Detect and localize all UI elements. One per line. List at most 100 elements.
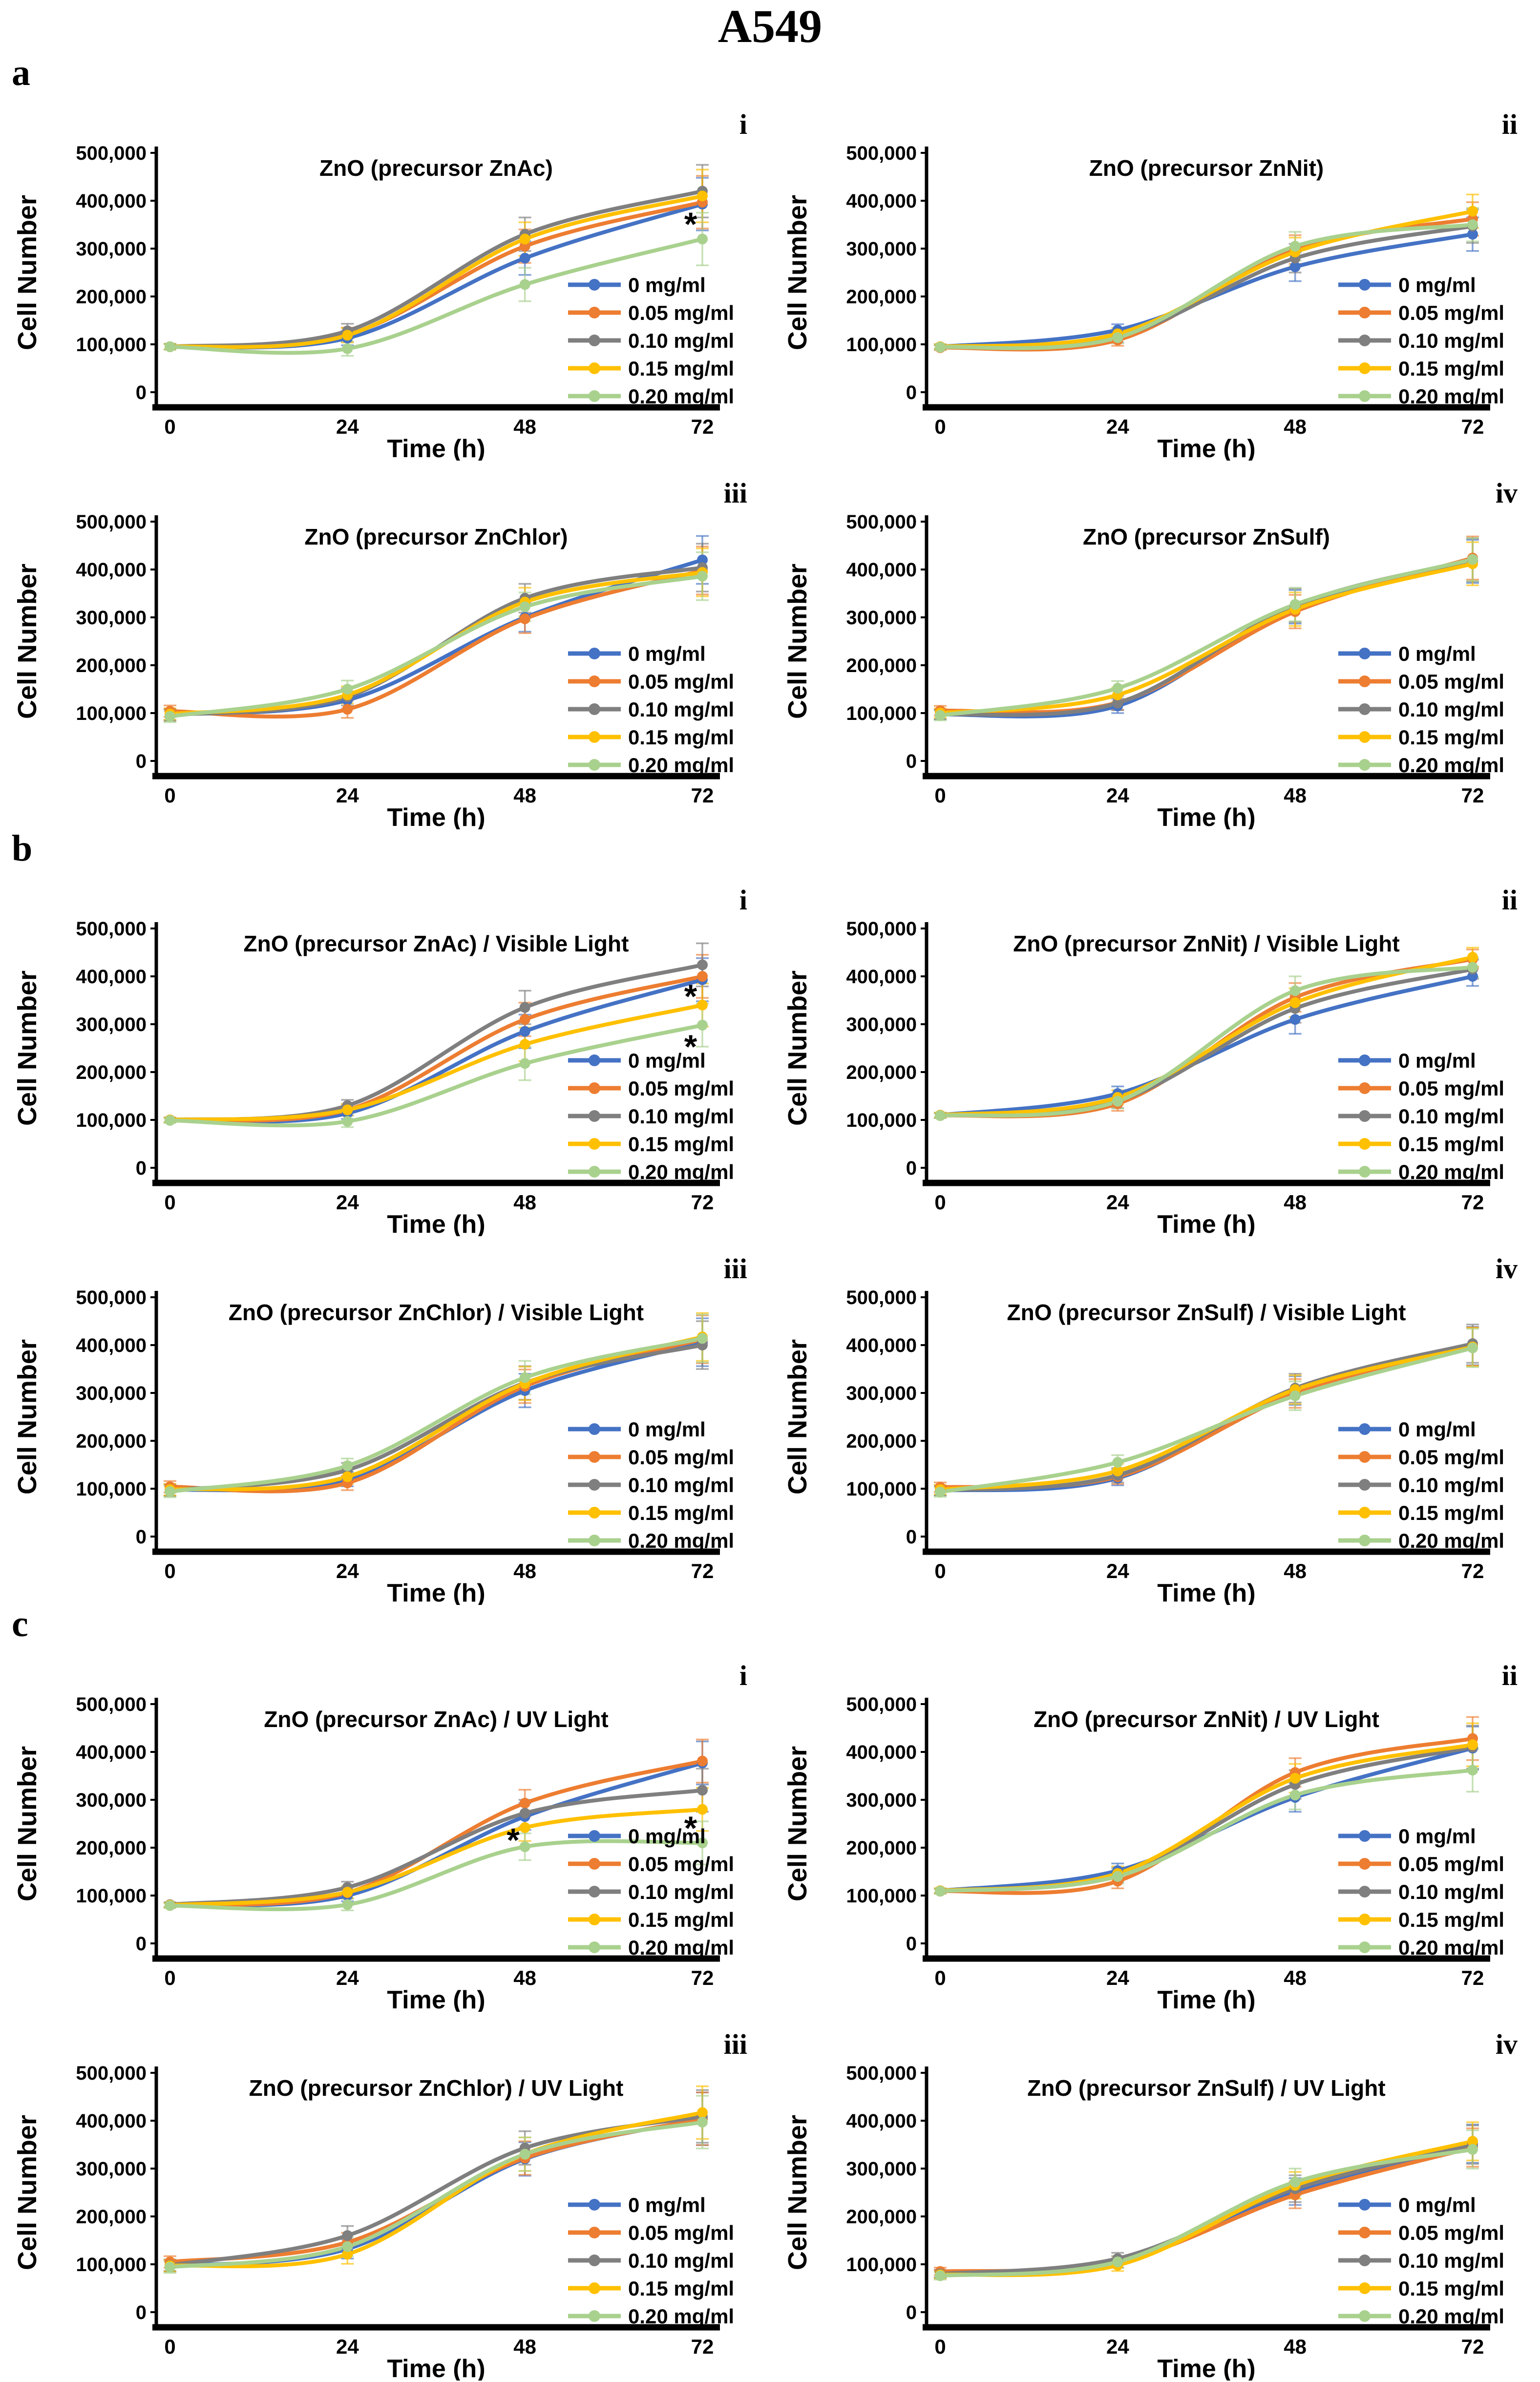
panel-chart-a-ii: ii 0 100,000 200,000 300,000 400,000 500,000 0 2… <box>783 108 1518 461</box>
x-tick-label: 72 <box>691 2335 714 2358</box>
legend-label: 0.20 mg/ml <box>1398 2305 1504 2328</box>
y-tick-label: 300,000 <box>76 2158 147 2180</box>
legend-marker <box>1358 307 1371 318</box>
data-point <box>1112 1871 1123 1882</box>
series-line-2 <box>168 189 704 349</box>
y-tick-label: 500,000 <box>846 918 917 940</box>
legend-marker <box>1358 2199 1371 2211</box>
data-point <box>1467 554 1478 565</box>
y-tick-label: 100,000 <box>846 334 917 356</box>
panel-chart-c-i: i 0 100,000 200,000 300,000 400,000 500,000 0 24… <box>13 1660 747 2012</box>
panel-numeral: ii <box>1501 1660 1517 1691</box>
y-tick-label: 500,000 <box>846 511 917 533</box>
y-axis-title: Cell Number <box>13 970 42 1126</box>
panel-numeral: iii <box>724 2028 747 2060</box>
panel-c-iii: iii 0 100,000 200,000 300,000 400,000 500,000 0… <box>0 2012 770 2381</box>
x-tick-label: 24 <box>336 2335 359 2358</box>
error-bars <box>933 2121 1479 2281</box>
x-tick-label: 48 <box>1284 784 1307 807</box>
data-point <box>1467 1765 1478 1776</box>
panel-c-iv: iv 0 100,000 200,000 300,000 400,000 500,000 0 2… <box>770 2012 1540 2381</box>
legend-marker <box>1358 1423 1371 1435</box>
y-tick-label: 300,000 <box>846 1014 917 1035</box>
y-tick-label: 400,000 <box>846 190 917 212</box>
y-tick-label: 200,000 <box>846 286 917 308</box>
y-tick-label: 400,000 <box>76 1335 147 1356</box>
y-tick-label: 300,000 <box>76 1014 147 1035</box>
y-tick-label: 0 <box>906 2302 916 2323</box>
x-tick-label: 48 <box>1284 1560 1307 1582</box>
series-line-2 <box>938 224 1475 349</box>
legend-label: 0.10 mg/ml <box>628 1105 734 1128</box>
legend-marker <box>1358 1535 1371 1546</box>
data-point <box>1289 261 1301 273</box>
data-point <box>519 1058 530 1069</box>
error-bars <box>164 2085 709 2274</box>
x-tick-label: 72 <box>691 1560 714 1582</box>
panel-c-ii: ii 0 100,000 200,000 300,000 400,000 500,000 0 2… <box>770 1643 1540 2012</box>
legend-label: 0.15 mg/ml <box>628 726 734 749</box>
data-point <box>1289 1790 1301 1801</box>
data-point <box>1467 1342 1478 1353</box>
y-tick-label: 200,000 <box>846 1837 917 1859</box>
panel-numeral: iv <box>1495 1253 1517 1285</box>
legend: 0 mg/ml 0.05 mg/ml 0.10 mg/ml 0.15 mg/ml 0.2… <box>1338 1418 1504 1552</box>
x-tick-label: 24 <box>1106 1191 1129 1214</box>
panel-title: ZnO (precursor ZnChlor) / Visible Light <box>229 1300 644 1325</box>
y-tick-label: 100,000 <box>846 1110 917 1131</box>
data-point <box>342 1887 353 1898</box>
x-tick-label: 24 <box>336 784 359 807</box>
y-tick-label: 100,000 <box>76 703 147 724</box>
x-axis-title: Time (h) <box>387 1579 485 1605</box>
legend-label: 0.05 mg/ml <box>628 301 734 324</box>
error-bars <box>164 942 709 1128</box>
data-point <box>165 1900 175 1911</box>
series-line-3 <box>168 2110 704 2269</box>
error-bars <box>164 1312 709 1498</box>
series-line-3 <box>168 570 704 716</box>
legend-marker <box>589 1110 600 1122</box>
legend-marker <box>589 675 600 687</box>
legend-marker <box>1358 759 1371 771</box>
legend-marker <box>1358 703 1371 715</box>
series-line-2 <box>168 2114 704 2267</box>
data-point <box>697 2107 708 2118</box>
error-bars <box>164 535 709 723</box>
y-tick-label: 0 <box>136 751 147 772</box>
y-tick-label: 100,000 <box>846 1478 917 1500</box>
legend-marker <box>1358 1941 1371 1953</box>
panel-title: ZnO (precursor ZnAc) / Visible Light <box>244 931 629 956</box>
x-tick-label: 24 <box>1106 2335 1129 2358</box>
legend-label: 0.10 mg/ml <box>1398 2249 1504 2272</box>
data-point <box>1467 2144 1478 2155</box>
y-tick-label: 0 <box>906 751 916 772</box>
data-point <box>519 1002 530 1013</box>
legend-label: 0.20 mg/ml <box>1398 385 1504 408</box>
y-tick-label: 300,000 <box>846 1790 917 1811</box>
y-tick-label: 300,000 <box>846 1383 917 1404</box>
x-axis-title: Time (h) <box>1157 435 1255 461</box>
panel-b-i: i 0 100,000 200,000 300,000 400,000 500,000 0 24… <box>0 867 770 1236</box>
data-point <box>1467 206 1478 217</box>
legend-marker <box>589 1858 600 1870</box>
y-axis-title: Cell Number <box>13 1746 42 1901</box>
error-bars <box>933 535 1479 721</box>
data-point <box>519 601 530 612</box>
legend-label: 0.20 mg/ml <box>1398 1160 1504 1183</box>
data-point <box>165 711 175 722</box>
panel-title: ZnO (precursor ZnNit) / Visible Light <box>1013 931 1399 956</box>
y-axis-title: Cell Number <box>13 2115 42 2270</box>
data-point <box>342 343 353 354</box>
y-tick-label: 400,000 <box>76 2110 147 2132</box>
panel-a-ii: ii 0 100,000 200,000 300,000 400,000 500,000 0 2… <box>770 92 1540 461</box>
legend: 0 mg/ml 0.05 mg/ml 0.10 mg/ml 0.15 mg/ml 0.2… <box>568 1825 734 1959</box>
y-tick-label: 500,000 <box>846 1287 917 1308</box>
legend-marker <box>589 1507 600 1518</box>
data-point <box>342 704 353 715</box>
y-tick-label: 400,000 <box>76 966 147 988</box>
y-tick-label: 400,000 <box>846 559 917 581</box>
legend-label: 0 mg/ml <box>1398 2193 1476 2216</box>
panel-title: ZnO (precursor ZnSulf) <box>1083 524 1330 549</box>
panel-numeral: iv <box>1495 2028 1517 2060</box>
data-point <box>697 233 708 245</box>
